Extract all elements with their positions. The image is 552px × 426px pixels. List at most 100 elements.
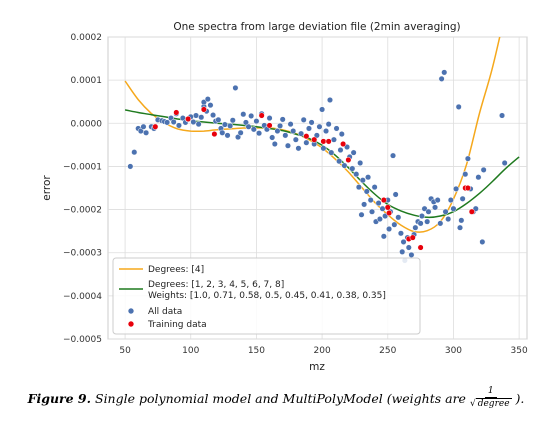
x-tick-label: 50	[119, 346, 131, 356]
all-data-point	[453, 185, 460, 192]
all-data-point	[215, 116, 222, 123]
all-data-point	[320, 145, 327, 152]
all-data-point	[210, 112, 217, 119]
all-data-point	[458, 217, 465, 224]
legend-label-single-poly: Degrees: [4]	[148, 265, 204, 275]
all-data-point	[365, 174, 372, 181]
training-data-point	[266, 122, 273, 129]
all-data-point	[367, 197, 374, 204]
training-data-point	[311, 136, 318, 143]
all-data-point	[279, 116, 286, 123]
training-data-point	[258, 112, 265, 119]
all-data-point	[338, 131, 345, 138]
all-data-point	[319, 106, 326, 113]
all-data-point	[330, 136, 337, 143]
all-data-point	[355, 184, 362, 191]
all-data-point	[274, 128, 281, 135]
all-data-point	[219, 129, 226, 136]
all-data-point	[441, 69, 448, 76]
all-data-point	[284, 142, 291, 149]
all-data-point	[192, 112, 200, 119]
all-data-point	[341, 162, 348, 169]
all-data-point	[127, 163, 134, 170]
all-data-point	[224, 132, 231, 139]
training-data-point	[380, 197, 387, 204]
all-data-point	[240, 111, 247, 118]
caption-label: Figure 9.	[27, 390, 91, 406]
all-data-point	[300, 116, 307, 123]
all-data-point	[170, 118, 177, 126]
training-data-point	[185, 115, 192, 123]
all-data-point	[227, 122, 234, 129]
all-data-point	[447, 197, 454, 204]
all-data-point	[400, 238, 407, 245]
all-data-point	[282, 132, 289, 139]
legend-swatch-training-data	[127, 320, 135, 328]
all-data-point	[295, 145, 302, 152]
all-data-point	[229, 117, 236, 124]
all-data-point	[368, 208, 376, 215]
all-data-point	[221, 121, 228, 128]
all-data-point	[253, 118, 260, 125]
all-data-point	[397, 230, 404, 237]
sqrt-icon: √	[469, 399, 476, 409]
all-data-point	[395, 214, 402, 221]
training-data-point	[303, 133, 310, 140]
all-data-point	[337, 146, 344, 154]
x-tick-label: 150	[248, 346, 265, 356]
all-data-point	[190, 118, 197, 126]
caption-tail: ).	[515, 390, 525, 406]
all-data-point	[424, 218, 431, 225]
all-data-point	[399, 248, 406, 255]
all-data-point	[357, 159, 364, 167]
all-data-point	[207, 102, 214, 109]
all-data-point	[237, 129, 244, 136]
training-data-point	[464, 184, 471, 192]
legend-box	[112, 257, 421, 335]
all-data-point	[164, 119, 171, 126]
all-data-point	[475, 174, 482, 181]
y-axis-label: error	[41, 175, 53, 201]
legend-label-all-data: All data	[148, 307, 182, 317]
all-data-point	[358, 211, 365, 218]
all-data-point	[336, 158, 343, 165]
all-data-point	[392, 191, 399, 198]
all-data-point	[328, 149, 335, 156]
all-data-point	[479, 238, 486, 245]
all-data-point	[326, 96, 334, 104]
all-data-point	[361, 201, 368, 208]
training-data-point	[409, 234, 416, 241]
all-data-point	[256, 130, 263, 137]
all-data-point	[131, 149, 138, 156]
all-data-point	[287, 121, 294, 128]
all-data-point	[316, 123, 323, 130]
all-data-point	[455, 103, 462, 110]
all-data-point	[266, 115, 273, 122]
all-data-point	[349, 165, 356, 172]
x-tick-labels: 50 100 150 200 250 300 350	[119, 346, 528, 356]
y-tick-label: 0.0002	[71, 33, 103, 43]
all-data-point	[389, 152, 397, 159]
all-data-point	[290, 128, 297, 135]
all-data-point	[232, 84, 239, 91]
training-data-point	[211, 131, 218, 138]
all-data-point	[303, 139, 310, 146]
training-data-point	[468, 208, 475, 215]
all-data-point	[308, 119, 315, 126]
all-data-point	[405, 244, 412, 251]
all-data-point	[140, 123, 147, 130]
caption-fraction: 1 √ degree	[468, 386, 514, 410]
all-data-point	[333, 125, 340, 132]
all-data-point	[325, 121, 332, 128]
all-data-point	[456, 224, 464, 231]
legend-label-multipoly-degrees: Degrees: [1, 2, 3, 4, 5, 6, 7, 8]	[148, 280, 284, 290]
all-data-point	[391, 221, 398, 228]
all-data-point	[195, 121, 202, 128]
all-data-point	[380, 233, 387, 240]
all-data-point	[498, 112, 506, 119]
all-data-point	[408, 251, 415, 258]
all-data-point	[438, 75, 445, 82]
x-tick-label: 100	[182, 346, 199, 356]
legend-swatch-all-data	[127, 307, 135, 315]
training-data-point	[386, 209, 393, 217]
